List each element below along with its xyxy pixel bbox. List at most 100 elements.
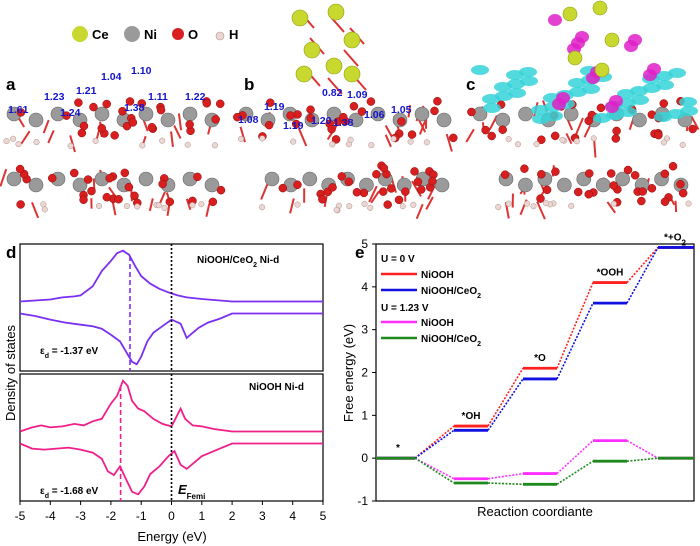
ceo2-bond — [343, 49, 359, 67]
a-lower-h-atom — [155, 202, 162, 209]
density-cyan-blob — [482, 94, 500, 104]
c-upper-bond — [565, 133, 573, 145]
b-lower-o-atom — [318, 195, 327, 204]
fe-connector-0-1-0 — [414, 429, 455, 459]
c-upper-o-atom — [659, 99, 668, 108]
a-lower-o-atom — [208, 197, 218, 207]
fe-state-label: *O — [534, 353, 546, 364]
c-lower-h-atom — [530, 203, 537, 210]
ce-atom — [325, 57, 343, 75]
b-lower-h-atom — [410, 201, 417, 208]
c-upper-o-atom — [612, 126, 621, 136]
b-lower-o-atom — [372, 170, 381, 179]
c-lower-o-atom — [637, 196, 646, 206]
dos-x-tick-label: 5 — [320, 509, 327, 523]
density-cyan-blob — [593, 113, 611, 123]
fermi-level-label: EFemi — [178, 482, 205, 501]
density-cyan-blob — [532, 114, 550, 124]
annotation-b-6: 1.20 — [311, 115, 332, 127]
fe-legend-group-2-title: U = 1.23 V — [381, 303, 429, 314]
c-lower-h-atom — [610, 200, 617, 207]
a-lower-bond — [205, 203, 211, 217]
b-lower-o-atom — [417, 185, 426, 194]
a-upper-bond — [170, 131, 174, 148]
b-upper-o-atom — [397, 117, 406, 126]
b-upper-o-atom — [339, 112, 348, 122]
a-lower-o-atom — [216, 185, 226, 195]
c-upper-ni-atom — [518, 106, 533, 122]
ce-atom — [291, 9, 309, 27]
density-cyan-blob — [654, 112, 672, 122]
a-lower-o-atom — [79, 195, 88, 205]
a-lower-o-atom — [165, 197, 175, 207]
a-upper-h-atom — [184, 141, 191, 148]
b-lower-o-atom — [379, 163, 389, 173]
a-lower-h-atom — [123, 202, 131, 210]
b-upper-h-atom — [259, 135, 266, 142]
b-lower-o-atom — [278, 183, 288, 193]
a-upper-o-atom — [128, 118, 138, 127]
b-lower-o-atom — [410, 167, 419, 176]
c-upper-bond — [465, 128, 475, 143]
fe-y-tick-label: 1 — [361, 408, 368, 422]
a-lower-o-atom — [130, 191, 139, 201]
a-upper-ni-atom — [182, 106, 198, 122]
dos-bottom-center-label: εd = -1.68 eV — [40, 486, 99, 500]
annotation-b-7: 1.38 — [333, 117, 354, 129]
c-lower-ni-atom — [518, 177, 533, 193]
b-upper-o-atom — [349, 101, 359, 111]
c-upper-h-atom — [660, 139, 667, 146]
a-upper-h-atom — [10, 135, 17, 142]
a-upper-o-atom — [137, 99, 147, 108]
density-magenta-blob — [628, 34, 642, 46]
density-cyan-blob — [531, 105, 549, 115]
fe-y-tick-label: 4 — [361, 280, 368, 294]
b-lower-o-atom — [383, 200, 392, 209]
a-upper-h-atom — [3, 138, 10, 145]
annotation-a-2: 1.23 — [44, 91, 65, 103]
charge-density-c — [471, 0, 698, 124]
dos-y-axis-label: Density of states — [3, 324, 18, 421]
c-lower-o-atom — [573, 187, 583, 197]
fe-connector-0-0-3 — [626, 246, 659, 284]
fe-legend-group-1-title: U = 0 V — [381, 254, 415, 265]
panel-a-label: a — [6, 75, 16, 94]
a-lower-bond — [0, 168, 8, 187]
b-upper-o-atom — [433, 96, 442, 106]
a-upper-o-atom — [74, 98, 83, 107]
fe-connector-1-1-1 — [487, 482, 524, 486]
ce-atom — [303, 41, 321, 59]
b-lower-ni-atom — [264, 171, 280, 187]
a-upper-o-atom — [211, 115, 220, 124]
fe-y-tick-label: 2 — [361, 366, 368, 380]
dos-top-spin-down-curve — [19, 312, 323, 366]
density-magenta-blob — [548, 14, 562, 26]
a-upper-h-atom — [159, 137, 166, 144]
legend-o-label: O — [188, 27, 198, 42]
b-lower-o-atom — [337, 172, 347, 181]
b-lower-h-atom — [333, 206, 340, 213]
b-lower-bond — [411, 180, 422, 197]
a-lower-bond — [185, 198, 192, 211]
panel-c-label: c — [466, 75, 475, 94]
b-upper-o-atom — [449, 133, 458, 143]
a-upper-o-atom — [110, 131, 119, 140]
c-lower-o-atom — [536, 194, 545, 203]
fe-connector-1-0-3 — [626, 439, 659, 459]
b-lower-bond — [425, 196, 434, 210]
c-lower-o-atom — [606, 169, 616, 178]
fe-connector-0-1-2 — [556, 302, 594, 380]
a-lower-o-atom — [124, 182, 134, 192]
b-upper-h-atom — [407, 138, 414, 145]
a-upper-h-atom — [139, 142, 146, 149]
b-lower-bond — [368, 185, 378, 203]
c-upper-o-atom — [688, 124, 697, 134]
annotation-a-9: 1.22 — [185, 91, 206, 103]
c-upper-h-atom — [590, 135, 597, 142]
density-cyan-blob — [617, 89, 635, 99]
a-lower-o-atom — [83, 175, 93, 184]
dos-x-tick-label: 2 — [229, 509, 236, 523]
fe-state-label: *OH — [462, 411, 481, 422]
annotation-a-1: 1.61 — [8, 104, 29, 116]
b-lower-ni-atom — [302, 171, 318, 187]
